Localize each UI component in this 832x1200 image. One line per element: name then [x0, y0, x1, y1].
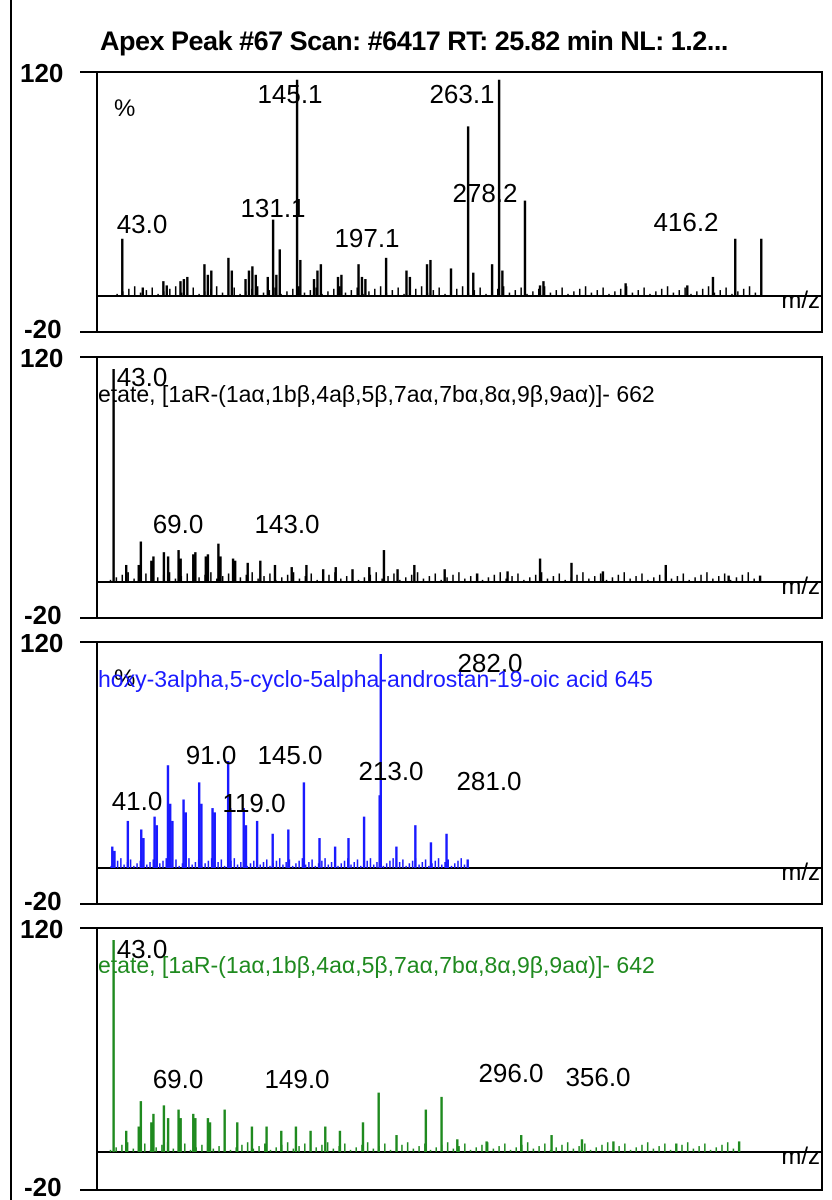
x-axis-label: m/z [781, 573, 820, 600]
compound-name: hoxy-3alpha,5-cyclo-5alpha-androstan-19-… [98, 666, 653, 692]
peak-label: 145.0 [257, 740, 322, 770]
y-axis-max-label: 120 [20, 58, 63, 88]
unit-label: % [114, 665, 135, 692]
peak-label: 43.0 [117, 209, 168, 239]
y-axis-max-label: 120 [20, 914, 63, 944]
peak-label: 263.1 [429, 79, 494, 109]
compound-name: etate, [1aR-(1aα,1bβ,4aβ,5β,7aα,7bα,8α,9… [98, 381, 655, 407]
y-axis-min-label: -20 [24, 886, 62, 916]
frame-left-edge [10, 0, 12, 1200]
peak-label: 69.0 [153, 509, 204, 539]
y-axis-max-label: 120 [20, 343, 63, 373]
peak-label: 296.0 [478, 1058, 543, 1088]
frame-top-tick [10, 0, 12, 12]
y-axis-min-label: -20 [24, 1172, 62, 1200]
peak-label: 278.2 [452, 178, 517, 208]
peak-label: 145.1 [257, 79, 322, 109]
panel-frame [96, 641, 823, 905]
peak-label: 213.0 [358, 756, 423, 786]
y-axis-min-label: -20 [24, 314, 62, 344]
peak-label: 149.0 [264, 1064, 329, 1094]
peak-label: 356.0 [565, 1062, 630, 1092]
peak-label: 197.1 [334, 223, 399, 253]
panel-frame [96, 71, 823, 333]
peak-label: 119.0 [222, 788, 285, 818]
peak-label: 91.0 [186, 740, 237, 770]
compound-name: etate, [1aR-(1aα,1bβ,4aα,5β,7aα,7bα,8α,9… [98, 952, 655, 978]
scan-header: Apex Peak #67 Scan: #6417 RT: 25.82 min … [100, 26, 728, 56]
peak-label: 282.0 [457, 648, 522, 678]
peak-label: 131.1 [240, 193, 305, 223]
y-axis-min-label: -20 [24, 600, 62, 630]
y-axis-max-label: 120 [20, 628, 63, 658]
x-axis-label: m/z [781, 859, 820, 886]
peak-label: 69.0 [153, 1064, 204, 1094]
panel-frame [96, 356, 823, 619]
peak-label: 43.0 [117, 934, 168, 964]
peak-label: 281.0 [456, 766, 521, 796]
panel-frame [96, 927, 823, 1191]
x-axis-label: m/z [781, 287, 820, 314]
peak-label: 41.0 [112, 786, 163, 816]
peak-label: 43.0 [117, 362, 168, 392]
peak-label: 416.2 [653, 207, 718, 237]
peak-label: 143.0 [254, 509, 319, 539]
x-axis-label: m/z [781, 1143, 820, 1170]
unit-label: % [114, 95, 135, 122]
